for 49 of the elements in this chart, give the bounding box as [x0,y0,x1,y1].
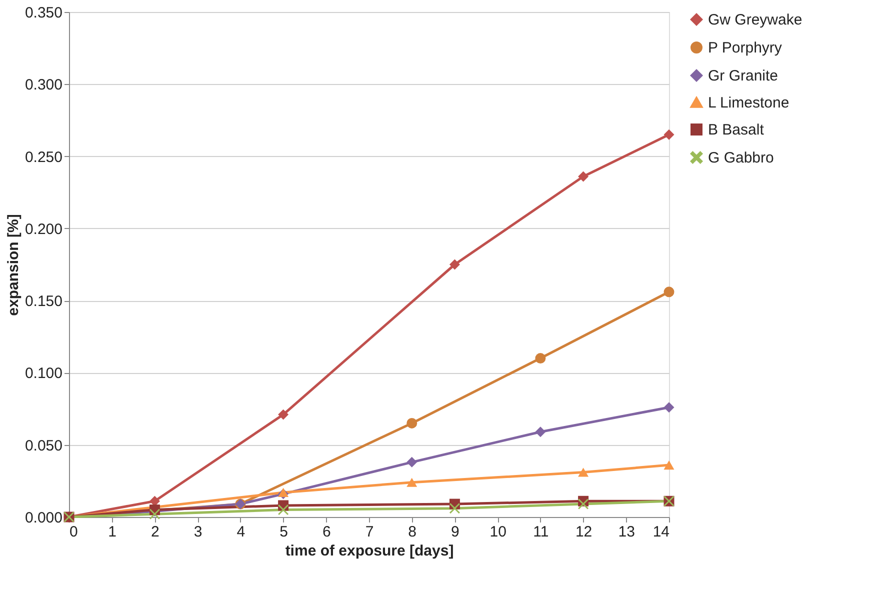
point [278,504,289,516]
x-tick-label: 2 [151,524,160,540]
point [578,468,589,477]
point [149,496,160,506]
x-tick-label: 9 [451,524,460,540]
y-axis-title: expansion [%] [4,214,22,316]
x-tick-label: 13 [618,524,635,540]
x-tick-label: 3 [194,524,202,540]
legend-label: Gw Greywake [708,12,802,28]
x-tick-label: 14 [652,524,670,540]
point [449,503,460,514]
legend-label: P Porphyry [708,40,782,56]
legend-label: G Gabbro [708,150,774,166]
point [664,129,674,140]
point [278,409,289,420]
x-tick-label: 6 [322,524,331,540]
legend-label: Gr Granite [708,68,778,84]
point [578,171,589,182]
point [578,498,589,510]
point [664,286,674,298]
point [664,460,674,470]
point [406,418,418,428]
point [535,426,546,438]
legend-label: L Limestone [708,94,790,112]
y-tick-label: 0.200 [24,220,62,238]
x-tick-label: 5 [280,524,288,540]
x-tick-label: 8 [408,524,417,540]
x-axis-title: time of exposure [days] [285,542,454,560]
y-tick-label: 0.150 [24,293,62,310]
point [149,508,160,520]
x-tick-label: 4 [236,524,246,540]
point [406,456,418,468]
x-tick-label: 10 [490,524,506,540]
y-tick-label: 0.100 [24,365,62,382]
y-tick-label: 0.050 [24,437,62,454]
y-tick-label: 0.300 [24,76,62,94]
x-tick-label: 1 [108,524,117,540]
x-tick-label: 0 [70,524,78,540]
y-tick-label: 0.250 [24,148,62,166]
y-tick-label: 0.350 [24,4,62,22]
point [664,402,674,413]
legend-label: B Basalt [708,122,765,138]
x-tick-label: 7 [365,524,374,540]
point [406,478,418,487]
y-tick-label: 0.000 [24,510,62,526]
x-tick-label: 12 [575,524,592,540]
point [449,259,460,270]
point [535,353,546,364]
x-tick-label: 11 [533,524,549,540]
